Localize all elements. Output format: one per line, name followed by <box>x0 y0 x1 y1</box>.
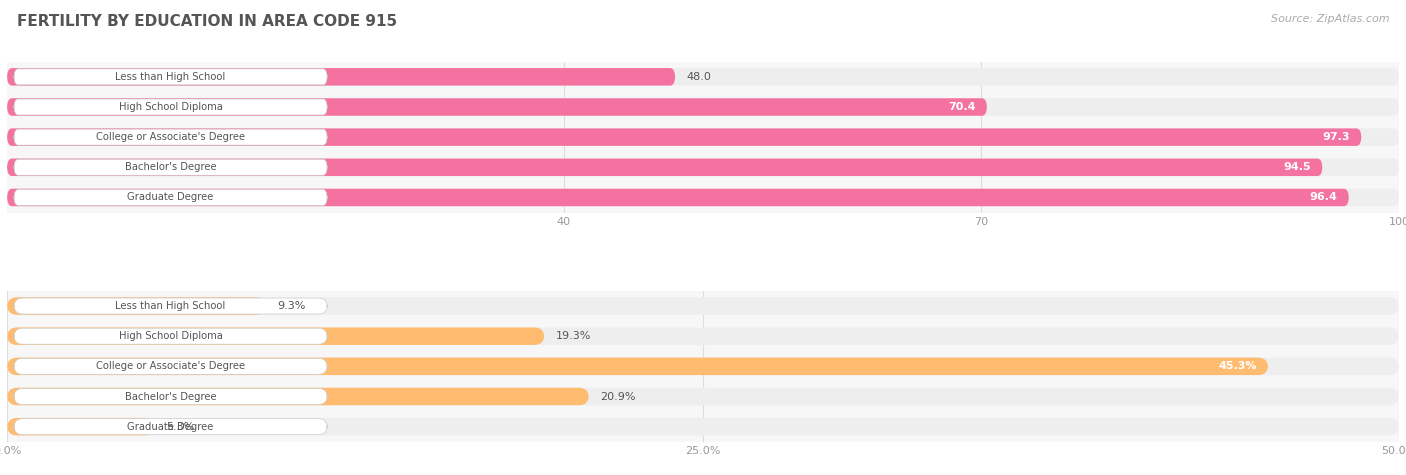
FancyBboxPatch shape <box>7 159 1323 176</box>
FancyBboxPatch shape <box>7 418 1399 436</box>
FancyBboxPatch shape <box>7 68 675 86</box>
FancyBboxPatch shape <box>7 159 1399 176</box>
FancyBboxPatch shape <box>7 98 987 116</box>
Text: Graduate Degree: Graduate Degree <box>128 192 214 202</box>
Text: 96.4: 96.4 <box>1310 192 1337 202</box>
Text: College or Associate's Degree: College or Associate's Degree <box>96 361 245 371</box>
FancyBboxPatch shape <box>7 189 1348 206</box>
Text: Graduate Degree: Graduate Degree <box>128 422 214 432</box>
Text: FERTILITY BY EDUCATION IN AREA CODE 915: FERTILITY BY EDUCATION IN AREA CODE 915 <box>17 14 396 29</box>
Text: High School Diploma: High School Diploma <box>118 102 222 112</box>
FancyBboxPatch shape <box>7 297 266 315</box>
FancyBboxPatch shape <box>7 128 1399 146</box>
FancyBboxPatch shape <box>14 298 328 314</box>
Text: Bachelor's Degree: Bachelor's Degree <box>125 391 217 401</box>
FancyBboxPatch shape <box>7 388 1399 405</box>
Text: 5.3%: 5.3% <box>166 422 194 432</box>
FancyBboxPatch shape <box>14 328 328 344</box>
FancyBboxPatch shape <box>14 159 328 175</box>
Text: 45.3%: 45.3% <box>1219 361 1257 371</box>
FancyBboxPatch shape <box>14 358 328 374</box>
FancyBboxPatch shape <box>7 327 1399 345</box>
Text: Source: ZipAtlas.com: Source: ZipAtlas.com <box>1271 14 1389 24</box>
FancyBboxPatch shape <box>7 358 1399 375</box>
Text: Bachelor's Degree: Bachelor's Degree <box>125 162 217 172</box>
FancyBboxPatch shape <box>7 388 589 405</box>
Text: 20.9%: 20.9% <box>600 391 636 401</box>
FancyBboxPatch shape <box>7 128 1361 146</box>
Text: Less than High School: Less than High School <box>115 72 226 82</box>
FancyBboxPatch shape <box>14 418 328 435</box>
Text: High School Diploma: High School Diploma <box>118 331 222 341</box>
Text: College or Associate's Degree: College or Associate's Degree <box>96 132 245 142</box>
FancyBboxPatch shape <box>7 418 155 436</box>
Text: 19.3%: 19.3% <box>555 331 591 341</box>
FancyBboxPatch shape <box>14 389 328 405</box>
FancyBboxPatch shape <box>7 358 1268 375</box>
Text: 48.0: 48.0 <box>686 72 711 82</box>
FancyBboxPatch shape <box>14 190 328 206</box>
Text: Less than High School: Less than High School <box>115 301 226 311</box>
Text: 97.3: 97.3 <box>1323 132 1350 142</box>
FancyBboxPatch shape <box>14 99 328 115</box>
Text: 9.3%: 9.3% <box>277 301 305 311</box>
Text: 70.4: 70.4 <box>948 102 976 112</box>
FancyBboxPatch shape <box>14 129 328 145</box>
FancyBboxPatch shape <box>7 98 1399 116</box>
FancyBboxPatch shape <box>14 69 328 85</box>
FancyBboxPatch shape <box>7 297 1399 315</box>
FancyBboxPatch shape <box>7 327 544 345</box>
FancyBboxPatch shape <box>7 68 1399 86</box>
FancyBboxPatch shape <box>7 189 1399 206</box>
Text: 94.5: 94.5 <box>1284 162 1312 172</box>
